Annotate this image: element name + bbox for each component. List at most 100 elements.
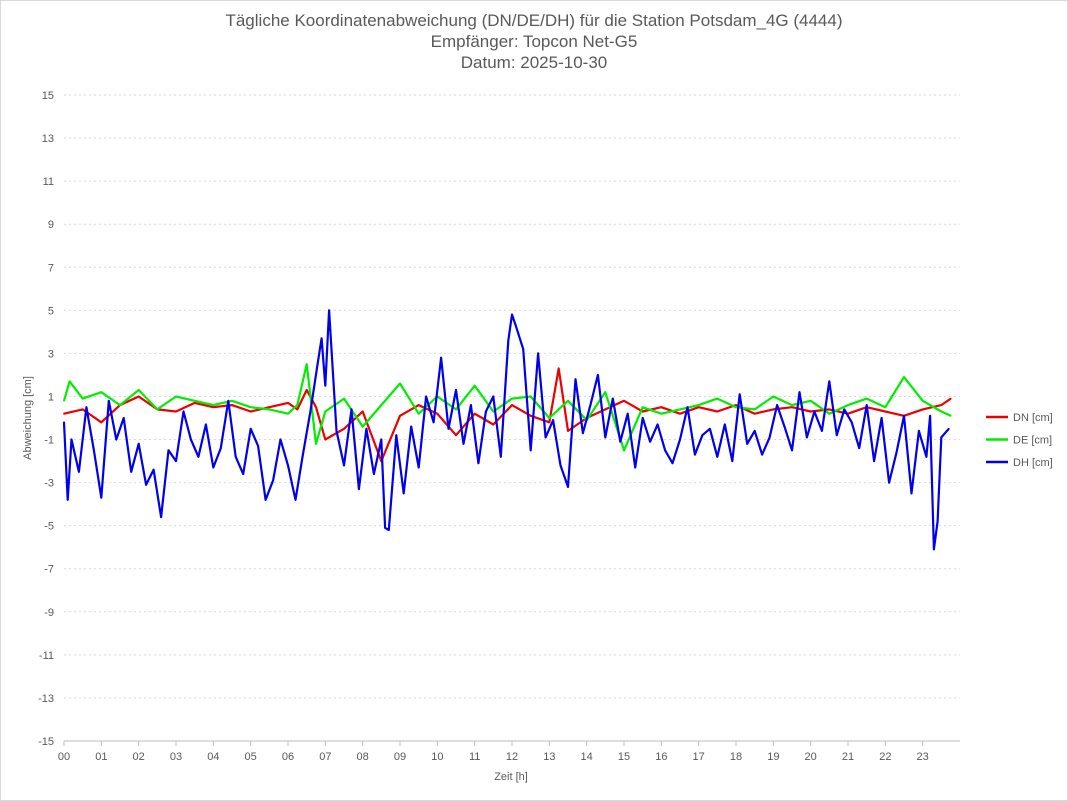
data-point [949,414,952,417]
data-point [447,427,450,430]
data-point [664,449,666,452]
data-point [507,339,510,342]
data-point [417,412,420,415]
data-point [940,436,943,439]
y-tick-label: -1 [44,435,54,447]
x-tick-label: 07 [319,751,331,763]
data-point [361,410,364,413]
data-point [100,496,103,499]
x-tick-label: 00 [58,751,70,763]
data-point [716,397,719,400]
data-point [537,352,540,355]
data-point [130,470,133,473]
data-point [552,419,554,422]
data-point [361,425,364,428]
x-tick-label: 23 [917,751,929,763]
data-point [395,434,398,437]
data-point [473,412,476,415]
legend-label: DN [cm] [1013,412,1053,424]
data-point [499,455,502,458]
data-point [589,404,592,406]
data-point [514,324,517,327]
data-point [529,414,532,417]
y-tick-label: -9 [44,607,54,619]
data-point [70,438,73,441]
data-point [425,395,428,398]
data-point [940,404,943,406]
data-point [417,466,420,469]
y-tick-label: -7 [44,564,54,576]
data-point [296,408,299,411]
data-point [735,404,737,406]
chart-subtitle-receiver: Empfänger: Topcon Net-G5 [430,32,638,51]
data-point [903,376,905,378]
x-tick-label: 06 [282,751,294,763]
data-point [402,492,405,495]
data-point [287,464,289,467]
data-point [410,425,413,428]
data-point [783,425,786,428]
x-tick-label: 19 [767,751,779,763]
legend: DN [cm] DE [cm] DH [cm] [986,412,1053,469]
data-point [100,421,103,424]
data-point [335,430,338,432]
data-point [641,417,644,419]
data-point [820,430,823,432]
data-point [828,380,831,383]
data-point [455,389,457,391]
x-tick-label: 12 [506,751,518,763]
data-point [880,417,883,419]
series-lines [62,309,952,551]
x-tick-label: 16 [655,751,667,763]
x-tick-label: 11 [469,751,480,763]
data-point [167,449,170,452]
x-tick-label: 14 [581,751,593,763]
legend-label: DH [cm] [1013,457,1053,469]
data-point [884,406,887,409]
data-point [697,404,700,406]
data-point [193,399,196,402]
data-point [160,516,162,518]
data-point [399,414,401,417]
data-point [204,423,207,426]
x-tick-label: 15 [618,751,630,763]
data-point [731,460,734,462]
data-point [656,423,659,426]
data-point [387,529,390,531]
data-point [249,410,252,413]
data-point [380,404,383,406]
data-point [791,406,793,409]
data-point [865,397,868,400]
data-point [679,438,681,441]
data-point [660,412,663,415]
data-point [921,399,924,402]
data-point [940,410,943,413]
data-point [865,404,868,406]
y-tick-label: 1 [48,391,54,403]
y-axis-ticks: 15 13 11 9 7 5 3 1 -1 -3 -5 -7 -9 -11 -13 -15 [38,90,54,748]
data-point [791,449,793,452]
data-point [175,395,177,398]
x-tick-label: 17 [693,751,705,763]
data-point [358,488,360,490]
x-tick-label: 02 [133,751,145,763]
data-point [548,417,551,419]
data-point [436,412,439,415]
data-point [660,406,663,409]
data-point [115,438,118,441]
data-point [604,408,607,411]
data-point [193,402,196,404]
data-point [473,384,476,387]
data-point [156,408,159,411]
data-point [828,408,831,411]
x-tick-label: 04 [207,751,219,763]
data-point [315,442,317,445]
data-point [623,399,625,402]
data-point [694,453,696,456]
data-point [175,460,177,462]
data-point [302,453,304,456]
data-point [190,438,192,441]
data-point [365,427,368,430]
data-point [753,408,756,411]
